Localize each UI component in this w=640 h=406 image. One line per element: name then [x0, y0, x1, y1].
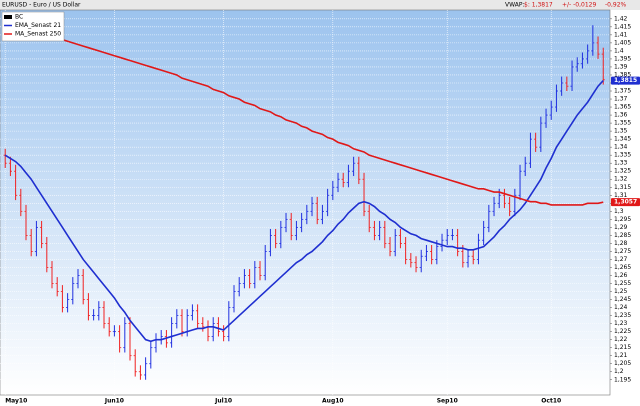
grid: [0, 10, 610, 395]
marks: [3, 21, 605, 380]
legend-box: [1, 11, 65, 42]
y-tick-label: 1,355: [614, 120, 631, 127]
y-tick-label: 1,39: [614, 63, 628, 70]
y-tick-label: 1,33: [614, 160, 628, 167]
y-tick-label: 1,24: [614, 304, 628, 311]
last-price: $: 1,3817: [524, 2, 553, 9]
y-tick-label: 1,205: [614, 360, 631, 367]
y-tick-label: 1,225: [614, 328, 631, 335]
y-tick-label: 1,21: [614, 352, 628, 359]
change: +/- -0,0129: [562, 2, 596, 9]
legend-label: MA_Senast 250: [15, 31, 61, 38]
y-tick-label: 1,25: [614, 288, 628, 295]
y-tick-label: 1,325: [614, 168, 631, 175]
y-tick-label: 1,405: [614, 39, 631, 46]
y-tick-label: 1,28: [614, 240, 628, 247]
y-tick-label: 1,32: [614, 176, 628, 183]
indicator-line: [4, 80, 604, 343]
y-tick-label: 1,23: [614, 320, 628, 327]
x-tick-label: Jul10: [214, 398, 232, 405]
last-value-label: 1,3815: [614, 77, 637, 84]
header-bar: [0, 0, 640, 10]
legend-swatch: [4, 15, 12, 19]
y-tick-label: 1,315: [614, 184, 631, 191]
x-tick-label: Jun10: [104, 398, 124, 405]
x-tick-label: May10: [5, 398, 27, 405]
x-tick-label: Sep10: [437, 398, 458, 405]
y-tick-label: 1,415: [614, 23, 631, 30]
chart-title: EURUSD - Euro / US Dollar: [2, 2, 81, 9]
y-tick-label: 1,345: [614, 136, 631, 143]
y-tick-label: 1,34: [614, 144, 628, 151]
change-pct: -0,92%: [605, 2, 627, 9]
y-tick-label: 1,22: [614, 336, 628, 343]
vwap-label: VWAP:: [505, 2, 524, 9]
axis: 1,421,4151,411,4051,41,3951,391,3851,381…: [5, 15, 640, 405]
y-tick-label: 1,295: [614, 216, 631, 223]
last-value-box: [611, 76, 640, 85]
y-tick-label: 1,215: [614, 344, 631, 351]
legend-label: EMA_Senast 21: [15, 22, 61, 29]
y-tick-label: 1,195: [614, 376, 631, 383]
y-tick-label: 1,4: [614, 47, 624, 54]
x-tick-label: Aug10: [322, 398, 344, 405]
indicator-line: [4, 21, 604, 206]
x-tick-label: Oct10: [541, 398, 561, 405]
y-tick-label: 1,29: [614, 224, 628, 231]
y-tick-label: 1,26: [614, 272, 628, 279]
y-tick-label: 1,245: [614, 296, 631, 303]
y-tick-label: 1,31: [614, 192, 628, 199]
y-tick-label: 1,27: [614, 256, 628, 263]
y-tick-label: 1,335: [614, 152, 631, 159]
y-tick-label: 1,35: [614, 128, 628, 135]
y-tick-label: 1,235: [614, 312, 631, 319]
y-tick-label: 1,375: [614, 88, 631, 95]
legend-label: BC: [15, 14, 23, 21]
y-tick-label: 1,41: [614, 31, 628, 38]
y-tick-label: 1,285: [614, 232, 631, 239]
y-tick-label: 1,2: [614, 368, 624, 375]
last-value-box: [611, 198, 640, 207]
y-tick-label: 1,36: [614, 112, 628, 119]
plot-area: [0, 9, 611, 396]
y-tick-label: 1,395: [614, 55, 631, 62]
y-tick-label: 1,275: [614, 248, 631, 255]
y-tick-label: 1,37: [614, 96, 628, 103]
y-tick-label: 1,255: [614, 280, 631, 287]
y-tick-label: 1,3: [614, 208, 624, 215]
last-value-label: 1,3057: [614, 199, 637, 206]
y-tick-label: 1,42: [614, 15, 628, 22]
y-tick-label: 1,365: [614, 104, 631, 111]
y-tick-label: 1,385: [614, 71, 631, 78]
y-tick-label: 1,265: [614, 264, 631, 271]
